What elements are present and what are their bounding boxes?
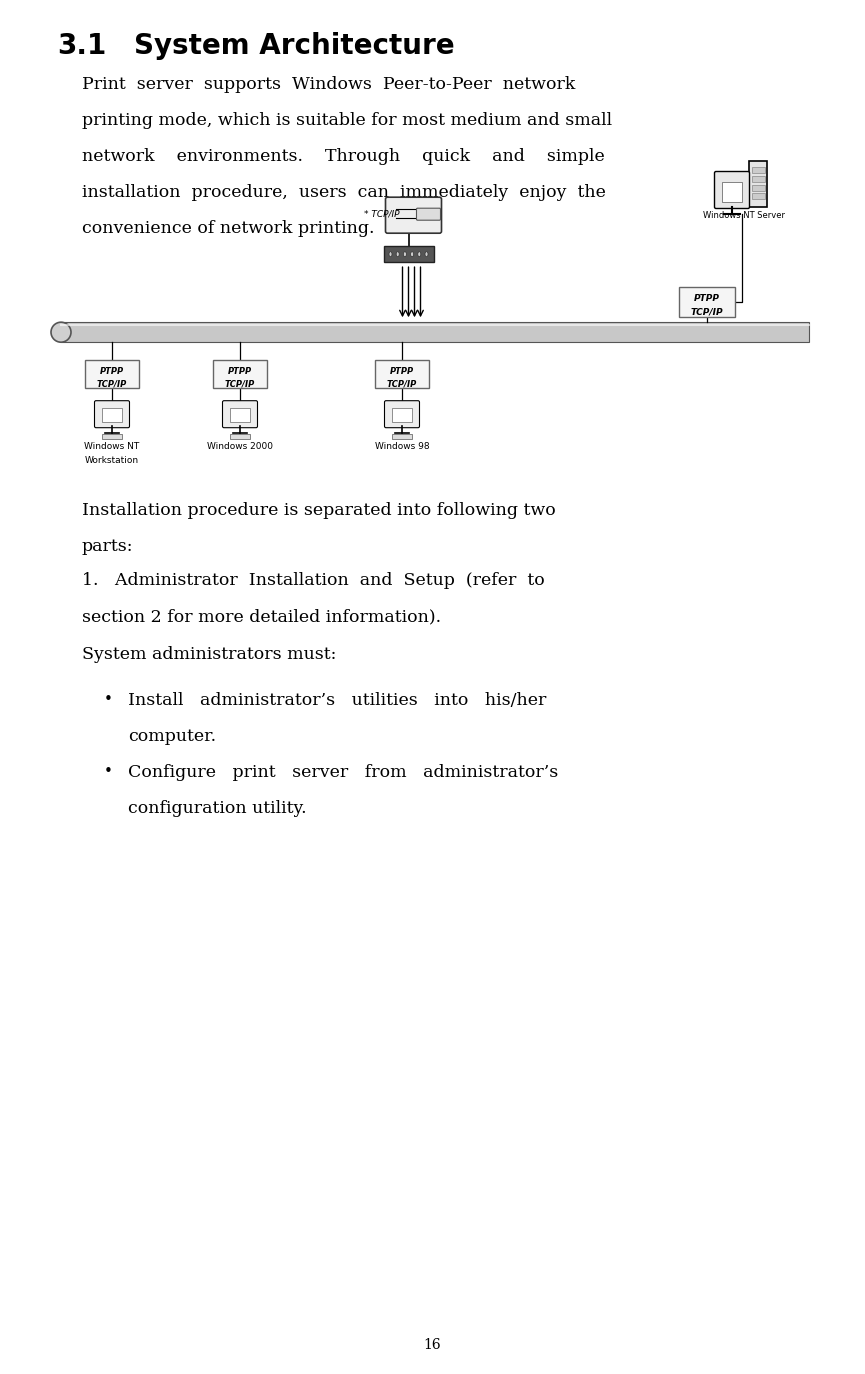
Bar (752, 192, 765, 199)
Text: network    environments.    Through    quick    and    simple: network environments. Through quick and … (82, 148, 605, 165)
Bar (383, 246, 433, 262)
Text: convenience of network printing.: convenience of network printing. (82, 220, 375, 236)
Text: configuration utility.: configuration utility. (128, 800, 306, 818)
Bar (722, 181, 742, 202)
Bar (752, 176, 765, 181)
Text: •: • (104, 764, 112, 779)
Text: PTPP: PTPP (228, 367, 252, 376)
Bar (749, 161, 767, 207)
Bar (213, 360, 267, 389)
Ellipse shape (411, 251, 413, 257)
Text: 3.1: 3.1 (57, 32, 106, 60)
Text: * TCP/IP: * TCP/IP (363, 209, 399, 218)
FancyBboxPatch shape (94, 401, 130, 427)
Text: Windows 2000: Windows 2000 (207, 442, 273, 451)
Text: PTPP: PTPP (100, 367, 124, 376)
FancyBboxPatch shape (222, 401, 258, 427)
Ellipse shape (425, 251, 428, 257)
Text: TCP/IP: TCP/IP (387, 379, 417, 389)
Text: System Architecture: System Architecture (134, 32, 455, 60)
Text: parts:: parts: (82, 539, 133, 555)
Text: Print  server  supports  Windows  Peer-to-Peer  network: Print server supports Windows Peer-to-Pe… (82, 76, 575, 93)
Bar (102, 434, 122, 440)
Text: Installation procedure is separated into following two: Installation procedure is separated into… (82, 502, 555, 519)
Bar (392, 434, 412, 440)
Text: TCP/IP: TCP/IP (225, 379, 255, 389)
Bar (679, 287, 735, 317)
Ellipse shape (389, 251, 392, 257)
Bar (375, 360, 429, 389)
Text: Install   administrator’s   utilities   into   his/her: Install administrator’s utilities into h… (128, 692, 547, 709)
Text: Windows NT: Windows NT (85, 442, 139, 451)
Text: Workstation: Workstation (85, 456, 139, 466)
Ellipse shape (51, 322, 71, 342)
Ellipse shape (418, 251, 420, 257)
Text: Windows 98: Windows 98 (375, 442, 429, 451)
Bar (230, 434, 250, 440)
Text: Windows NT Server: Windows NT Server (703, 212, 785, 220)
Text: installation  procedure,  users  can  immediately  enjoy  the: installation procedure, users can immedi… (82, 184, 605, 201)
Bar (230, 408, 250, 422)
Bar (752, 185, 765, 191)
Text: 16: 16 (424, 1338, 441, 1352)
Text: TCP/IP: TCP/IP (97, 379, 127, 389)
Ellipse shape (403, 251, 407, 257)
Ellipse shape (396, 251, 400, 257)
Bar (85, 360, 139, 389)
Text: •: • (104, 692, 112, 708)
Text: printing mode, which is suitable for most medium and small: printing mode, which is suitable for mos… (82, 113, 612, 129)
Bar (392, 408, 412, 422)
Bar (102, 408, 122, 422)
Text: section 2 for more detailed information).: section 2 for more detailed information)… (82, 609, 441, 625)
Bar (61, 322, 809, 342)
Text: computer.: computer. (128, 728, 216, 745)
Text: System administrators must:: System administrators must: (82, 646, 336, 664)
Text: TCP/IP: TCP/IP (690, 308, 723, 316)
FancyBboxPatch shape (714, 172, 749, 209)
Text: PTPP: PTPP (694, 294, 720, 304)
Text: 1.   Administrator  Installation  and  Setup  (refer  to: 1. Administrator Installation and Setup … (82, 572, 545, 589)
FancyBboxPatch shape (386, 198, 441, 234)
Text: Configure   print   server   from   administrator’s: Configure print server from administrato… (128, 764, 558, 780)
FancyBboxPatch shape (385, 401, 420, 427)
FancyBboxPatch shape (417, 209, 440, 220)
Bar (752, 168, 765, 173)
Text: PTPP: PTPP (390, 367, 414, 376)
